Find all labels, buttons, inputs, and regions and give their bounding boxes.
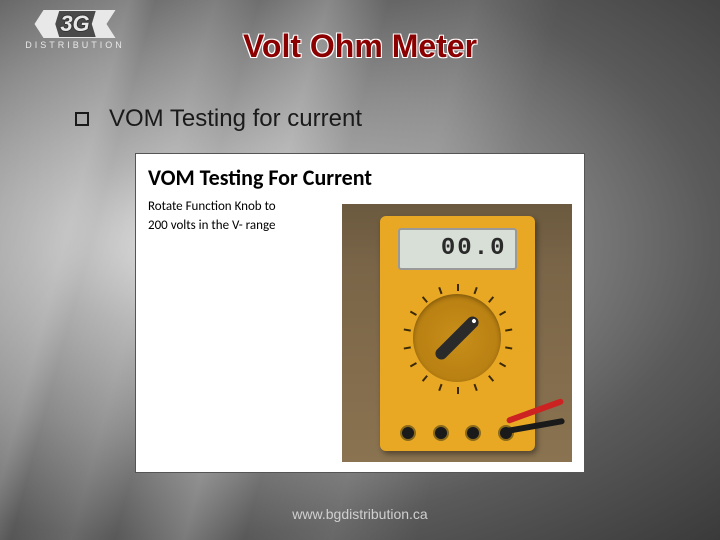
jack-3	[465, 425, 481, 441]
slide-title: Volt Ohm Meter	[0, 28, 720, 65]
jack-1	[400, 425, 416, 441]
test-probes	[505, 393, 575, 443]
embedded-figure: VOM Testing For Current Rotate Function …	[135, 153, 585, 473]
meter-photo: 00.0	[342, 204, 572, 462]
dial-knob	[433, 313, 481, 361]
jack-2	[433, 425, 449, 441]
bullet-text: VOM Testing for current	[109, 105, 362, 133]
footer-url: www.bgdistribution.ca	[0, 506, 720, 522]
bullet-marker	[75, 112, 89, 126]
lcd-display: 00.0	[398, 228, 517, 270]
multimeter-body: 00.0	[380, 216, 535, 451]
bullet-row: VOM Testing for current	[75, 105, 362, 133]
rotary-dial	[413, 294, 501, 382]
figure-title: VOM Testing For Current	[136, 154, 584, 197]
